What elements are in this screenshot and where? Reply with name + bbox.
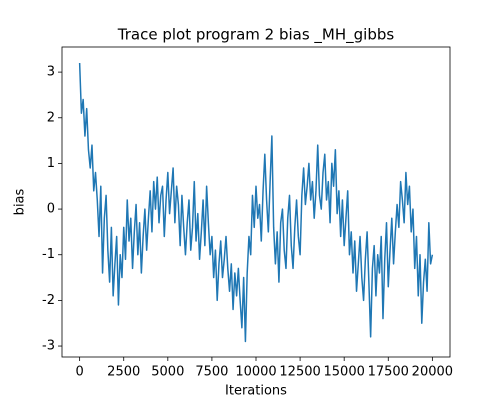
x-tick-label: 15000 [324,365,365,380]
x-tick-label: 12500 [279,365,320,380]
trace-line [78,62,434,343]
y-tick-label: 0 [47,202,55,217]
y-tick-label: -3 [42,339,55,354]
x-tick-label: 17500 [368,365,409,380]
chart-title: Trace plot program 2 bias _MH_gibbs [117,26,395,45]
y-tick-label: -2 [42,293,55,308]
x-tick-label: 0 [75,365,83,380]
x-axis-label: Iterations [225,384,287,399]
y-tick-label: -1 [42,247,55,262]
y-tick-label: 3 [47,65,55,80]
y-axis-label: bias [13,188,28,215]
x-tick-label: 2500 [107,365,140,380]
x-tick-label: 5000 [151,365,184,380]
x-tick-label: 7500 [195,365,228,380]
y-tick-label: 1 [47,156,55,171]
x-tick-label: 10000 [235,365,276,380]
x-tick-label: 20000 [412,365,453,380]
y-tick-label: 2 [47,110,55,125]
